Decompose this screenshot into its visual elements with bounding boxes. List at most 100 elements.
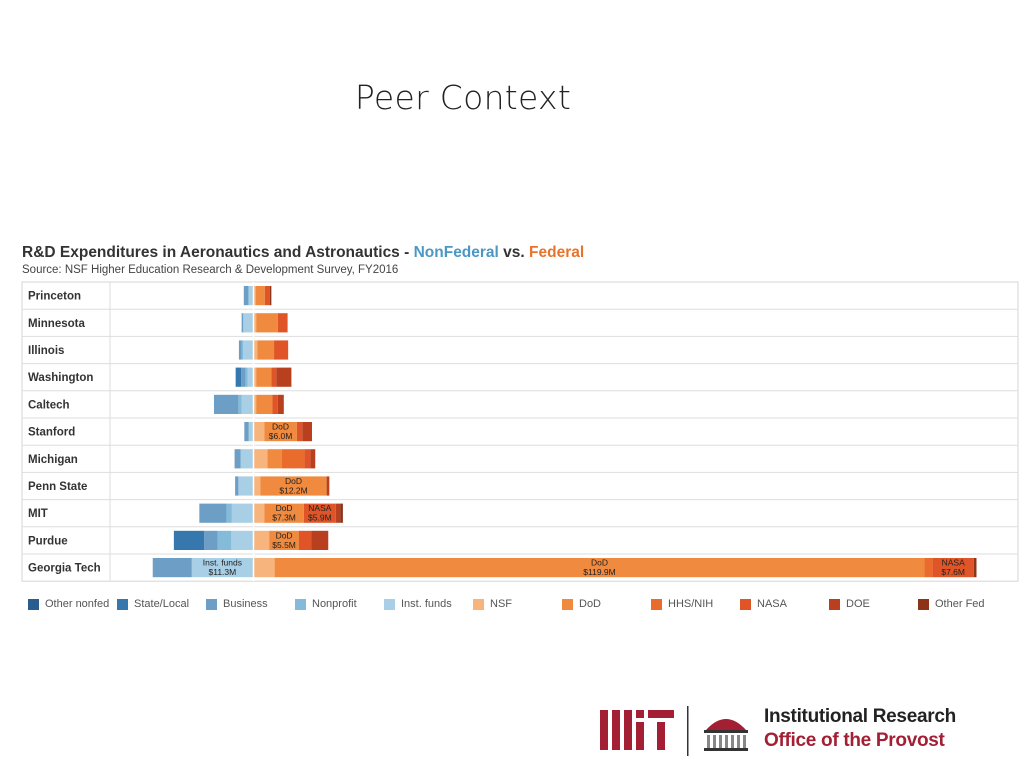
bar-michigan-nasa: [304, 449, 311, 469]
bar-mit-nasa: [303, 503, 336, 523]
chart-title-part-3: vs.: [498, 244, 530, 261]
mit-logo: [600, 706, 748, 756]
bar-washington-dod: [256, 367, 272, 387]
legend-item-doe: DOE: [829, 596, 870, 612]
bar-purdue-business: [204, 530, 218, 550]
bar-purdue-state-local: [173, 530, 205, 550]
legend-swatch-other-fed: [918, 598, 929, 610]
legend-item-nsf: NSF: [473, 596, 512, 612]
bar-stanford-business: [244, 422, 249, 442]
slide-title: Peer Context: [354, 78, 572, 117]
legend-label-hhs-nih: HHS/NIH: [668, 598, 714, 610]
bar-mit-dod: [264, 503, 304, 523]
bar-penn-state-business: [235, 476, 239, 496]
bar-penn-state-nsf: [254, 476, 261, 496]
bar-minnesota-nsf: [254, 313, 257, 333]
institution-label-minnesota: Minnesota: [28, 318, 85, 330]
bar-mit-doe: [335, 503, 341, 523]
institution-label-georgia-tech: Georgia Tech: [28, 563, 101, 575]
data-label-penn-state-dod-value: $12.2M: [279, 485, 307, 495]
legend-label-nonprofit: Nonprofit: [312, 598, 357, 610]
bar-caltech-inst-funds: [241, 394, 253, 414]
bar-georgia-tech-nsf: [254, 558, 275, 578]
legend-swatch-hhs-nih: [651, 598, 662, 610]
data-label-mit-dod-value: $7.3M: [272, 513, 296, 523]
bar-purdue-nasa: [298, 530, 312, 550]
legend-item-nonprofit: Nonprofit: [295, 596, 357, 612]
bar-stanford-nasa: [296, 422, 303, 442]
legend-swatch-nasa: [740, 598, 751, 610]
bar-michigan-doe: [310, 449, 316, 469]
institution-label-stanford: Stanford: [28, 427, 75, 439]
bar-princeton-dod: [255, 286, 265, 306]
legend-label-nsf: NSF: [490, 598, 512, 610]
bar-princeton-nonprofit: [248, 286, 250, 306]
bar-princeton-nasa: [264, 286, 270, 306]
legend-item-business: Business: [206, 596, 268, 612]
bar-washington-nonprofit: [245, 367, 248, 387]
legend-item-inst-funds: Inst. funds: [384, 596, 452, 612]
bar-illinois-business: [238, 340, 242, 360]
institution-label-princeton: Princeton: [28, 291, 81, 303]
legend-item-hhs-nih: HHS/NIH: [651, 596, 713, 612]
dome-icon: [704, 719, 748, 751]
bar-mit-inst-funds: [231, 503, 253, 523]
legend-label-other-nonfed: Other nonfed: [45, 598, 110, 610]
bar-michigan-hhs-nih: [281, 449, 305, 469]
bar-minnesota-inst-funds: [243, 313, 253, 333]
legend-item-nasa: NASA: [740, 596, 787, 612]
chart-title-nonfederal: NonFederal: [413, 244, 499, 261]
bar-penn-state-inst-funds: [238, 476, 253, 496]
institution-label-mit: MIT: [28, 508, 48, 520]
bar-stanford-doe: [302, 422, 312, 442]
data-label-purdue-dod-name: DoD: [276, 530, 293, 540]
institution-label-penn-state: Penn State: [28, 481, 87, 493]
bar-minnesota-nasa: [277, 313, 288, 333]
chart-title: R&D Expenditures in Aeronautics and Astr…: [22, 244, 584, 262]
bar-purdue-nonprofit: [217, 530, 232, 550]
institution-label-michigan: Michigan: [28, 454, 78, 466]
chart-frame: [21, 281, 1019, 582]
institution-label-caltech: Caltech: [28, 399, 70, 411]
bar-georgia-tech-inst-funds: [191, 558, 253, 578]
bar-mit-other-fed: [340, 503, 343, 523]
bar-minnesota-dod: [256, 313, 278, 333]
data-label-purdue-dod-value: $5.5M: [272, 540, 296, 550]
chart-legend: Other nonfed State/Local Business Nonprofit…: [28, 596, 1008, 612]
legend-swatch-other-nonfed: [28, 598, 39, 610]
bar-caltech-dod: [256, 394, 273, 414]
bar-stanford-nsf: [254, 422, 265, 442]
bar-caltech-nsf: [254, 394, 257, 414]
bar-purdue-doe: [311, 530, 329, 550]
chart-title-federal: Federal: [529, 244, 585, 261]
bar-illinois-nsf: [254, 340, 258, 360]
data-label-georgia-tech-dod-name: DoD: [591, 558, 608, 568]
bar-washington-doe: [276, 367, 292, 387]
legend-label-dod: DoD: [579, 598, 602, 610]
bar-caltech-doe: [277, 394, 284, 414]
legend-item-dod: DoD: [562, 596, 601, 612]
bar-princeton-inst-funds: [249, 286, 253, 306]
legend-label-doe: DOE: [846, 598, 870, 610]
bar-georgia-tech-business: [152, 558, 192, 578]
data-label-mit-nasa-value: $5.9M: [308, 513, 332, 523]
bar-michigan-inst-funds: [240, 449, 253, 469]
bar-princeton-other-fed: [269, 286, 272, 306]
bar-purdue-nsf: [254, 530, 270, 550]
legend-item-state-local: State/Local: [117, 596, 189, 612]
chart-title-part-1: R&D Expenditures in Aeronautics and Astr…: [22, 244, 414, 261]
legend-swatch-inst-funds: [384, 598, 395, 610]
chart-subtitle: Source: NSF Higher Education Research & …: [22, 264, 399, 276]
legend-swatch-dod: [562, 598, 573, 610]
data-label-stanford-dod-name: DoD: [272, 422, 289, 432]
bar-penn-state-dod: [260, 476, 327, 496]
bar-washington-nsf: [254, 367, 257, 387]
logo-line-1: Institutional Research: [764, 706, 956, 727]
bar-purdue-inst-funds: [231, 530, 253, 550]
data-label-georgia-tech-nasa-name: NASA: [942, 558, 965, 568]
legend-label-other-fed: Other Fed: [935, 598, 985, 610]
bar-princeton-business: [243, 286, 249, 306]
logo-line-2: Office of the Provost: [764, 730, 945, 751]
data-label-georgia-tech-nasa-value: $7.6M: [941, 567, 965, 577]
